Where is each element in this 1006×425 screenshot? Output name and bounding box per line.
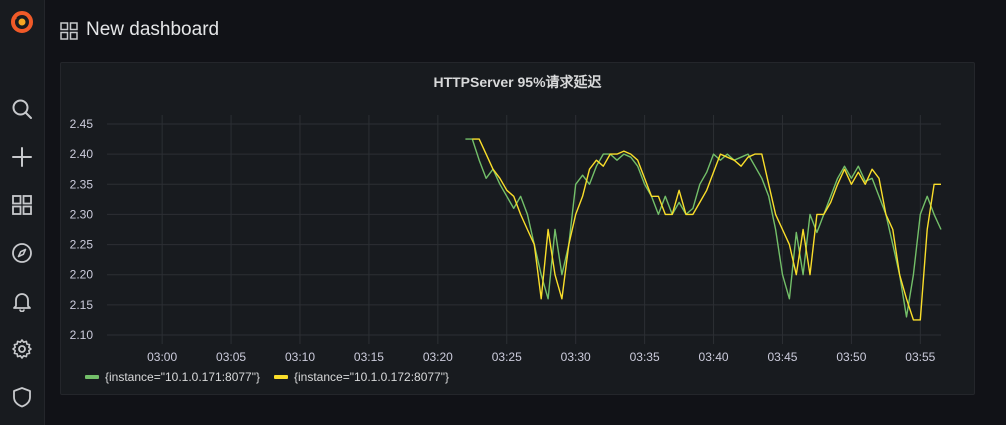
legend-swatch-series-1 xyxy=(85,375,99,379)
legend-item-series-2[interactable]: {instance="10.1.0.172:8077"} xyxy=(274,370,449,384)
y-tick-label: 2.30 xyxy=(70,207,94,221)
plus-icon xyxy=(12,147,32,167)
series-line-1 xyxy=(465,138,942,318)
dashboard-grid-icon xyxy=(60,22,78,40)
x-tick-label: 03:30 xyxy=(561,350,591,364)
legend-label-series-2: {instance="10.1.0.172:8077"} xyxy=(294,370,449,384)
configuration-button[interactable] xyxy=(0,329,44,369)
x-tick-label: 03:00 xyxy=(147,350,177,364)
explore-button[interactable] xyxy=(0,233,44,273)
sidebar xyxy=(0,0,45,425)
dashboard-title[interactable]: New dashboard xyxy=(86,19,220,40)
x-tick-label: 03:35 xyxy=(630,350,660,364)
y-tick-label: 2.20 xyxy=(70,268,94,282)
x-tick-label: 03:50 xyxy=(836,350,866,364)
search-button[interactable] xyxy=(0,89,44,129)
y-tick-label: 2.15 xyxy=(70,298,94,312)
search-icon xyxy=(12,99,32,119)
x-tick-label: 03:45 xyxy=(767,350,797,364)
x-tick-label: 03:25 xyxy=(492,350,522,364)
legend-item-series-1[interactable]: {instance="10.1.0.171:8077"} xyxy=(85,370,260,384)
bell-icon xyxy=(13,293,31,312)
legend-swatch-series-2 xyxy=(274,375,288,379)
y-tick-label: 2.40 xyxy=(70,147,94,161)
y-tick-label: 2.10 xyxy=(70,328,94,342)
shield-icon xyxy=(13,387,31,408)
y-tick-label: 2.45 xyxy=(70,117,94,131)
server-admin-button[interactable] xyxy=(0,377,44,417)
compass-icon xyxy=(12,243,32,263)
legend-label-series-1: {instance="10.1.0.171:8077"} xyxy=(105,370,260,384)
x-tick-label: 03:55 xyxy=(905,350,935,364)
dashboards-grid-icon xyxy=(12,195,32,215)
y-tick-label: 2.25 xyxy=(70,238,94,252)
chart-legend: {instance="10.1.0.171:8077"} {instance="… xyxy=(85,370,449,384)
x-tick-label: 03:15 xyxy=(354,350,384,364)
gear-icon xyxy=(12,339,32,359)
x-tick-label: 03:10 xyxy=(285,350,315,364)
alerting-button[interactable] xyxy=(0,281,44,321)
y-tick-label: 2.35 xyxy=(70,177,94,191)
create-button[interactable] xyxy=(0,137,44,177)
top-navbar: New dashboard xyxy=(44,0,1006,62)
series-line-2 xyxy=(472,138,941,321)
panel-title[interactable]: HTTPServer 95%请求延迟 xyxy=(433,74,602,90)
graph-panel[interactable]: HTTPServer 95%请求延迟 2.10 2.15 2.20 2.25 2.30 2… xyxy=(60,62,975,395)
grafana-logo-icon xyxy=(11,11,33,33)
line-chart[interactable]: 2.10 2.15 2.20 2.25 2.30 2.35 2.40 2.45 03:00 03:… xyxy=(61,63,974,394)
dashboards-button[interactable] xyxy=(0,185,44,225)
x-tick-label: 03:05 xyxy=(216,350,246,364)
x-tick-label: 03:40 xyxy=(699,350,729,364)
home-button[interactable] xyxy=(0,2,44,42)
x-tick-label: 03:20 xyxy=(423,350,453,364)
